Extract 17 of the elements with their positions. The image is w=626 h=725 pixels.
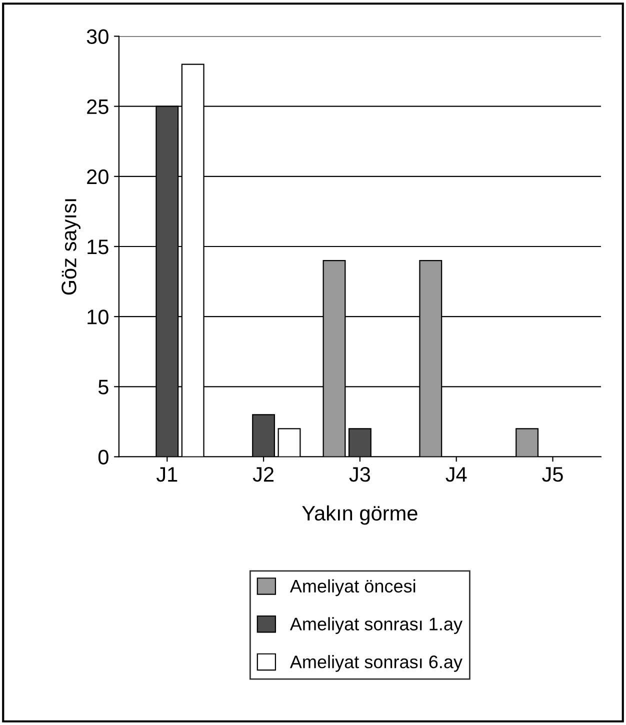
y-tick-label: 30 [86, 29, 108, 44]
x-tick-label: J3 [349, 467, 370, 482]
y-tick-label: 5 [98, 380, 108, 394]
y-tick-label: 25 [87, 99, 108, 114]
y-tick-label: 15 [88, 240, 108, 254]
legend-label: Ameliyat sonrası 1.ay [290, 617, 462, 634]
x-tick-label: J2 [252, 467, 274, 482]
x-axis-title: Yakın görme [302, 505, 418, 525]
y-tick-label: 20 [87, 169, 108, 184]
x-tick-label: J1 [156, 467, 178, 482]
x-tick-label: J4 [446, 467, 467, 482]
legend-label: Ameliyat öncesi [290, 579, 416, 596]
y-tick-label: 0 [98, 450, 108, 465]
y-axis-title: Göz sayısı [62, 199, 80, 295]
y-tick-label: 10 [88, 310, 108, 324]
x-tick-label: J5 [542, 467, 563, 482]
legend-label: Ameliyat sonrası 6.ay [290, 655, 462, 672]
